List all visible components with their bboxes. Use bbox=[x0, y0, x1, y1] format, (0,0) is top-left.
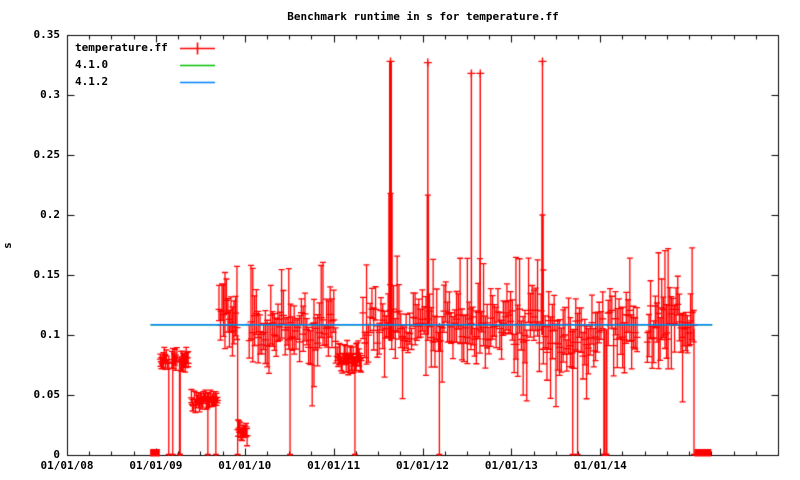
y-axis-label: s bbox=[0, 242, 14, 249]
legend-label-4-1-0: 4.1.0 bbox=[75, 58, 109, 71]
x-tick-label: 01/01/11 bbox=[307, 459, 361, 472]
y-tick-label: 0.05 bbox=[33, 388, 61, 401]
y-tick-label: 0.1 bbox=[40, 328, 60, 341]
chart-title: Benchmark runtime in s for temperature.f… bbox=[287, 10, 559, 23]
y-tick-label: 0.2 bbox=[40, 208, 60, 221]
x-tick-label: 01/01/14 bbox=[573, 459, 627, 472]
legend-label-4-1-2: 4.1.2 bbox=[75, 75, 109, 88]
x-tick-label: 01/01/10 bbox=[218, 459, 272, 472]
x-tick-label: 01/01/12 bbox=[396, 459, 449, 472]
x-tick-label: 01/01/08 bbox=[40, 459, 94, 472]
legend-label-temperature-ff: temperature.ff bbox=[75, 41, 168, 54]
y-tick-label: 0.3 bbox=[40, 88, 60, 101]
y-tick-label: 0 bbox=[53, 448, 60, 461]
x-tick-label: 01/01/09 bbox=[129, 459, 183, 472]
y-tick-label: 0.15 bbox=[33, 268, 61, 281]
x-tick-label: 01/01/13 bbox=[484, 459, 538, 472]
y-tick-label: 0.25 bbox=[33, 148, 61, 161]
y-tick-label: 0.35 bbox=[33, 28, 61, 41]
